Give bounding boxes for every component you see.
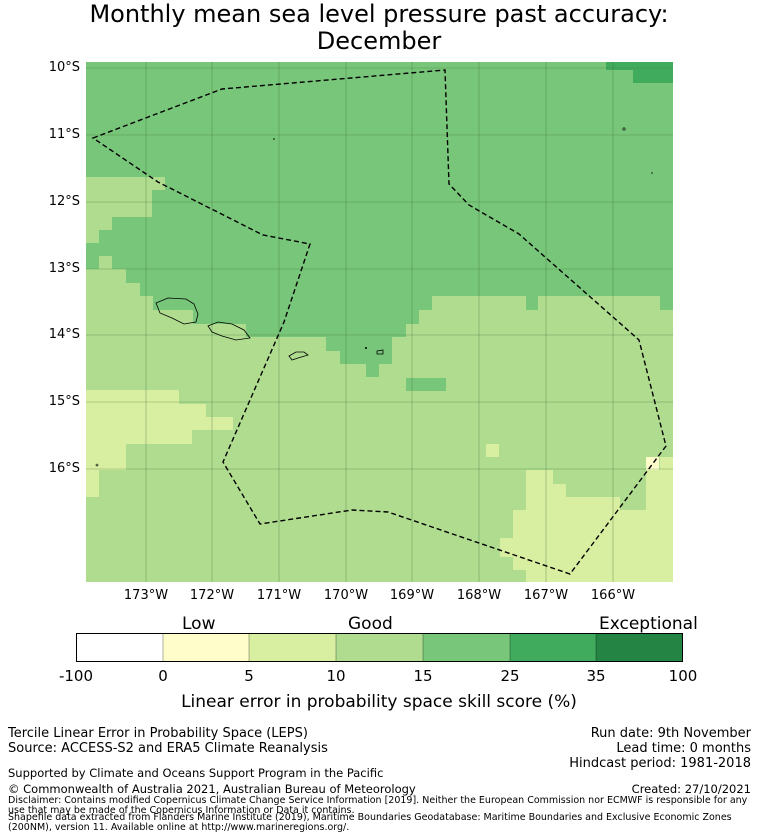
colorbar-tick-35: 35 (586, 667, 606, 685)
colorbar-tick-m100: -100 (58, 667, 94, 685)
eez-boundary (91, 69, 667, 575)
colorbar-seg-1 (76, 633, 163, 662)
lon-label-166w: 166°W (590, 588, 636, 603)
region-good2 (86, 62, 673, 377)
colorbar-seg-5 (423, 633, 510, 662)
lat-label-16s: 16°S (48, 461, 80, 476)
footer-copyright: © Commonwealth of Australia 2021, Austra… (8, 782, 416, 796)
lon-label-169w: 169°W (389, 588, 435, 603)
colorbar-label: Linear error in probability space skill … (181, 692, 577, 712)
island-small-4 (95, 463, 99, 467)
footer-disclaimer: Disclaimer: Contains modified Copernicus… (8, 795, 748, 816)
skill-map (86, 62, 673, 582)
footer-lead-time: Lead time: 0 months (616, 741, 751, 756)
lat-label-13s: 13°S (48, 261, 80, 276)
colorbar-seg-3 (249, 633, 336, 662)
region-low2-southeast (500, 457, 673, 582)
lon-label-168w: 168°W (456, 588, 502, 603)
island-upolu (207, 321, 251, 341)
region-high (606, 62, 673, 83)
colorbar (76, 633, 683, 662)
region-good2-patch (406, 378, 446, 391)
island-small-3 (651, 172, 653, 174)
colorbar-tick-100: 100 (668, 667, 698, 685)
lat-label-11s: 11°S (48, 127, 80, 142)
lon-label-172w: 172°W (189, 588, 235, 603)
footer-created: Created: 27/10/2021 (631, 782, 751, 796)
colorbar-category-low: Low (182, 614, 216, 634)
island-manua (376, 349, 384, 355)
colorbar-category-exceptional: Exceptional (599, 614, 698, 634)
colorbar-tick-25: 25 (500, 667, 520, 685)
colorbar-seg-2 (163, 633, 249, 662)
colorbar-category-good: Good (348, 614, 393, 634)
lat-label-15s: 15°S (48, 394, 80, 409)
lat-label-12s: 12°S (48, 194, 80, 209)
region-low2-west (86, 390, 233, 497)
lon-label-170w: 170°W (323, 588, 369, 603)
lat-label-14s: 14°S (48, 327, 80, 342)
footer-hindcast: Hindcast period: 1981-2018 (569, 756, 751, 771)
chart-title-line1: Monthly mean sea level pressure past acc… (89, 0, 669, 28)
footer-source: Source: ACCESS-S2 and ERA5 Climate Reana… (8, 741, 328, 756)
island-small-1 (273, 138, 275, 140)
colorbar-tick-10: 10 (326, 667, 346, 685)
colorbar-tick-15: 15 (413, 667, 433, 685)
lon-label-173w: 173°W (123, 588, 169, 603)
lon-label-171w: 171°W (256, 588, 302, 603)
island-small-5 (365, 347, 367, 349)
lon-label-167w: 167°W (523, 588, 569, 603)
island-tutuila (288, 351, 309, 361)
island-savaii (155, 297, 199, 325)
colorbar-tick-5: 5 (244, 667, 254, 685)
footer-run-date: Run date: 9th November (590, 726, 751, 741)
colorbar-seg-6 (510, 633, 596, 662)
lat-label-10s: 10°S (48, 60, 80, 75)
colorbar-seg-7 (596, 633, 683, 662)
footer-support: Supported by Climate and Oceans Support … (8, 766, 384, 780)
colorbar-tick-0: 0 (158, 667, 168, 685)
gridlines (86, 62, 673, 582)
footer-method: Tercile Linear Error in Probability Spac… (8, 726, 308, 741)
region-low2-patch (486, 444, 499, 457)
region-low-patch (646, 457, 659, 470)
island-small-2 (622, 127, 626, 131)
chart-title-line2: December (316, 27, 442, 55)
footer-shapefile: Shapefile data extracted from Flanders M… (8, 812, 732, 833)
colorbar-seg-4 (336, 633, 423, 662)
